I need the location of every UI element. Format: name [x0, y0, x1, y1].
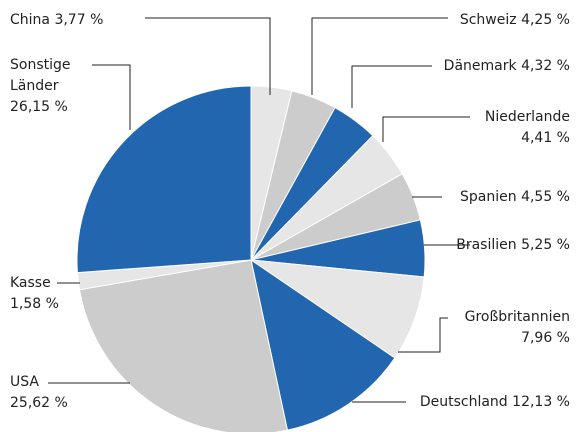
value-label: 4,41 % — [521, 130, 570, 146]
value-label: 25,62 % — [10, 395, 68, 411]
category-label: Brasilien — [456, 237, 517, 253]
category-label: Sonstige Länder — [10, 57, 71, 94]
value-label: 12,13 % — [512, 394, 570, 410]
category-label: Niederlande — [484, 109, 570, 125]
category-label: Großbritannien — [464, 309, 570, 325]
value-label: 4,55 % — [521, 189, 570, 205]
value-label: 4,25 % — [521, 12, 570, 28]
leader-line — [145, 17, 271, 95]
leader-line — [351, 65, 432, 108]
pie-slice — [250, 258, 396, 431]
leader-line — [92, 64, 131, 130]
value-label: 3,77 % — [54, 12, 104, 28]
category-label: Schweiz — [459, 12, 517, 28]
slice-label: USA 25,62 % — [10, 372, 68, 414]
category-label: Deutschland — [419, 394, 508, 410]
category-label: Spanien — [460, 189, 517, 205]
leader-line — [311, 17, 448, 95]
leader-line — [398, 317, 448, 353]
category-label: USA — [10, 374, 39, 390]
category-label: Dänemark — [443, 58, 517, 74]
value-label: 1,58 % — [10, 296, 59, 312]
pie-slice — [78, 259, 289, 432]
value-label: 5,25 % — [521, 237, 570, 253]
slice-label: Sonstige Länder 26,15 % — [10, 55, 80, 118]
category-label: China — [10, 12, 50, 28]
slice-label: Niederlande 4,41 % — [485, 107, 570, 149]
slice-label: Deutschland 12,13 % — [420, 392, 570, 413]
value-label: 7,96 % — [521, 330, 570, 346]
value-label: 4,32 % — [521, 58, 570, 74]
category-label: Kasse — [10, 275, 51, 291]
slice-label: Schweiz 4,25 % — [460, 10, 570, 31]
slice-label: Spanien 4,55 % — [460, 187, 570, 208]
pie-slice — [76, 85, 252, 274]
slice-label: Kasse 1,58 % — [10, 273, 59, 315]
leader-line — [382, 116, 470, 142]
slice-label: Brasilien 5,25 % — [456, 235, 570, 256]
slice-label: Dänemark 4,32 % — [444, 56, 570, 77]
value-label: 26,15 % — [10, 99, 68, 115]
slice-label: Großbritannien 7,96 % — [465, 307, 570, 349]
slice-label: China 3,77 % — [10, 10, 103, 31]
